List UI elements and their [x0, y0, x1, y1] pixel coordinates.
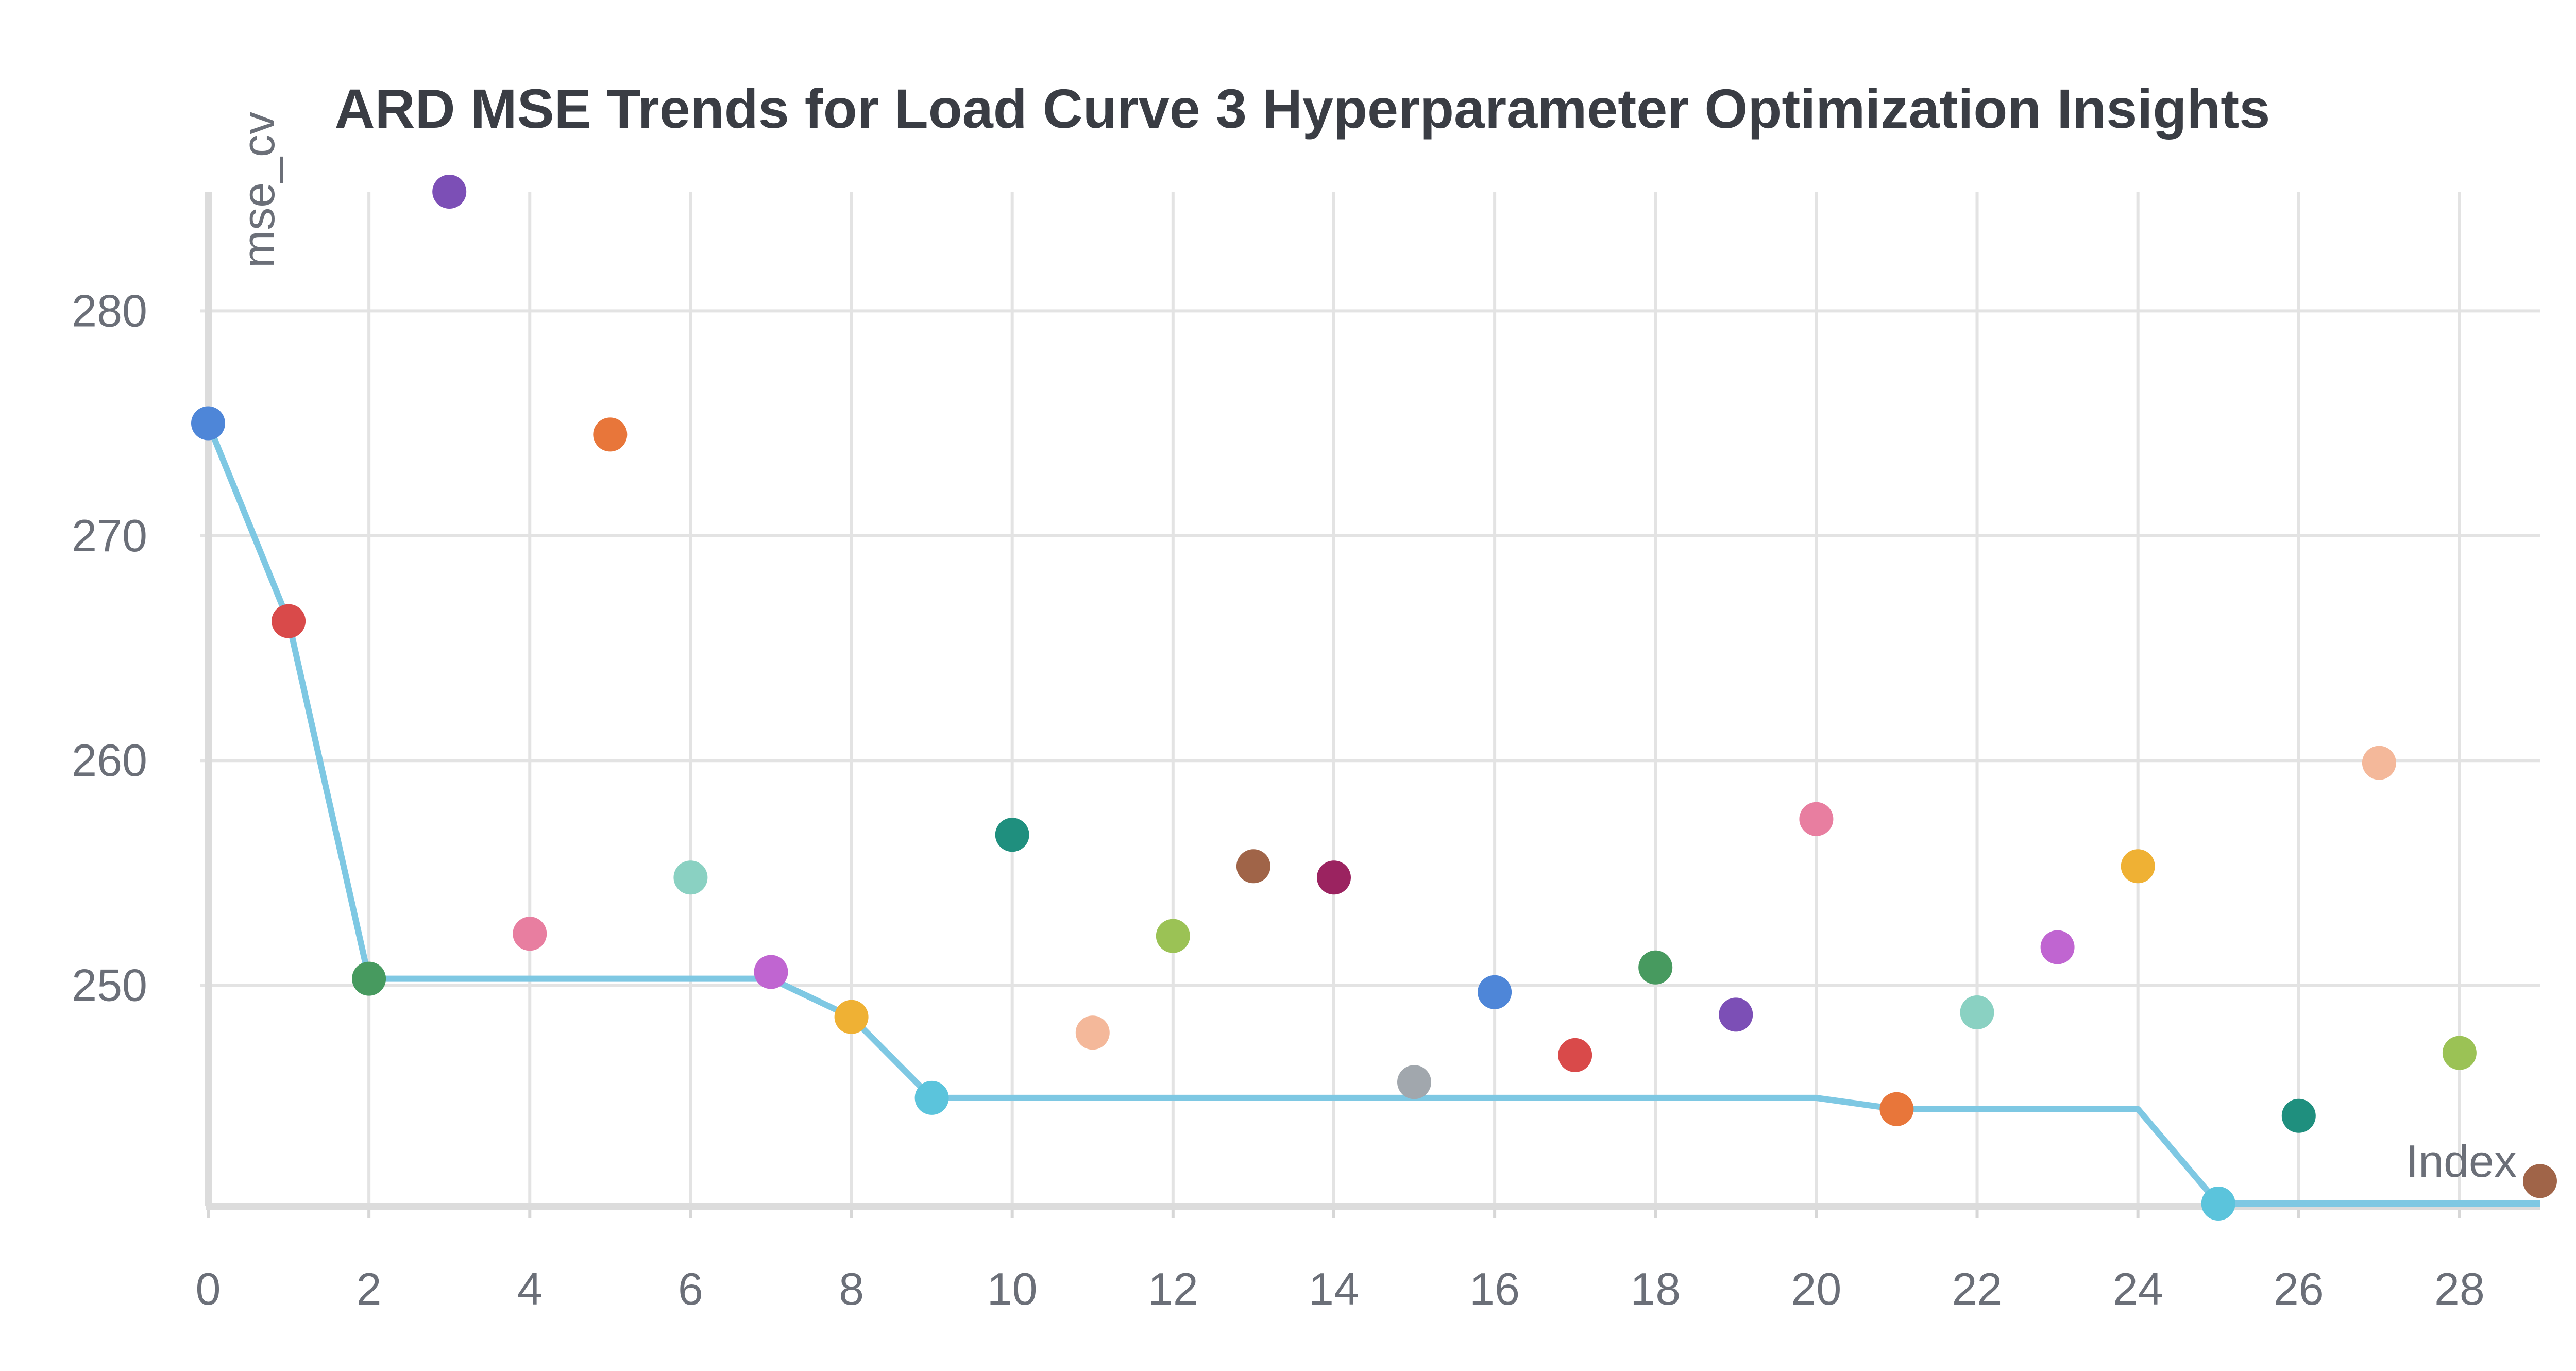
- x-tick-label: 16: [1469, 1263, 1520, 1314]
- data-point: [1799, 802, 1834, 836]
- data-point: [272, 604, 306, 638]
- y-tick-label: 280: [72, 285, 147, 336]
- data-point: [352, 961, 386, 996]
- data-point: [914, 1080, 949, 1115]
- data-point: [2040, 930, 2075, 964]
- data-point: [432, 175, 467, 209]
- x-tick-label: 10: [987, 1263, 1038, 1314]
- x-tick-label: 4: [517, 1263, 543, 1314]
- data-point: [754, 955, 788, 989]
- data-point: [1397, 1065, 1431, 1099]
- x-axis-label: Index: [2406, 1136, 2517, 1187]
- data-point: [673, 860, 708, 895]
- data-point: [834, 1000, 869, 1034]
- x-tick-label: 2: [357, 1263, 382, 1314]
- x-tick-label: 6: [678, 1263, 703, 1314]
- x-tick-label: 0: [196, 1263, 221, 1314]
- data-point: [1478, 975, 1512, 1009]
- x-tick-label: 12: [1148, 1263, 1198, 1314]
- x-tick-label: 24: [2113, 1263, 2163, 1314]
- scatter-points: [191, 175, 2557, 1221]
- data-point: [2442, 1036, 2477, 1070]
- x-tick-label: 22: [1952, 1263, 2003, 1314]
- y-tick-label: 260: [72, 735, 147, 786]
- data-point: [1960, 995, 1994, 1029]
- data-point: [513, 917, 547, 951]
- best-so-far-series-line: [205, 422, 2540, 1207]
- data-point: [1558, 1038, 1592, 1072]
- data-point: [2121, 849, 2155, 884]
- data-point: [191, 406, 225, 441]
- data-point: [593, 417, 628, 452]
- data-point: [1075, 1015, 1110, 1050]
- x-tick-label: 20: [1791, 1263, 1841, 1314]
- data-point: [1317, 860, 1351, 895]
- chart-title: ARD MSE Trends for Load Curve 3 Hyperpar…: [335, 77, 2270, 140]
- y-axis-label: mse_cv: [233, 112, 284, 268]
- x-tick-label: 18: [1630, 1263, 1681, 1314]
- x-tick-label: 28: [2434, 1263, 2485, 1314]
- y-tick-label: 250: [72, 960, 147, 1011]
- best-so-far-line: [205, 422, 2540, 1207]
- data-point: [1719, 997, 1753, 1032]
- data-point: [2201, 1187, 2235, 1221]
- grid: [200, 192, 2540, 1206]
- data-point: [1638, 950, 1673, 985]
- data-point: [2362, 746, 2396, 780]
- data-point: [2281, 1098, 2316, 1133]
- data-point: [1879, 1092, 1914, 1126]
- data-point: [1156, 919, 1190, 953]
- x-tick-label: 8: [839, 1263, 864, 1314]
- data-point: [2523, 1164, 2557, 1198]
- x-tick-label: 14: [1309, 1263, 1359, 1314]
- data-point: [1236, 849, 1270, 884]
- data-point: [995, 818, 1029, 852]
- x-tick-label: 26: [2274, 1263, 2324, 1314]
- y-tick-label: 270: [72, 510, 147, 561]
